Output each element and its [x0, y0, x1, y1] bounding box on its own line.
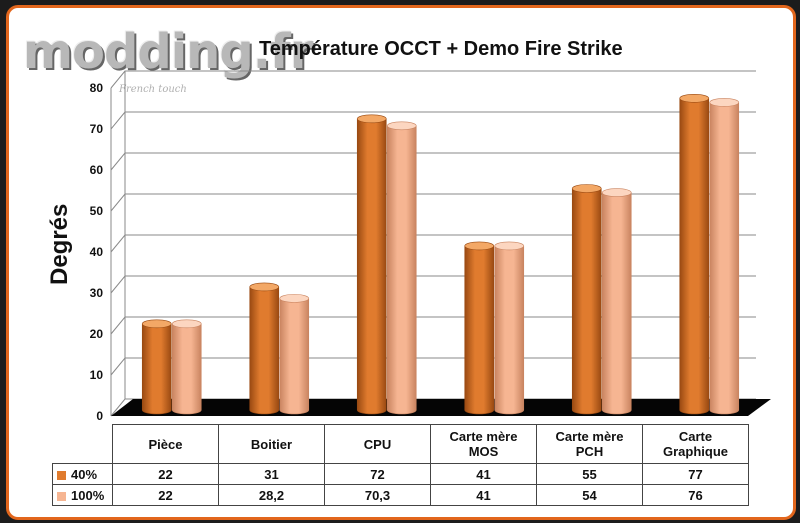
category-label-pièce: Pièce	[112, 424, 219, 464]
table-row-40: 40% 22 31 72 41 55 77	[52, 463, 749, 485]
bar-top-100-1	[279, 294, 310, 303]
bar-top-40-1	[249, 282, 280, 292]
bar-top-100-5	[709, 98, 740, 107]
gridline	[110, 152, 756, 171]
gridline	[110, 316, 756, 335]
category-label-boitier: Boitier	[218, 424, 325, 464]
bar-40-1	[249, 286, 280, 415]
bar-top-100-4	[601, 188, 632, 197]
bar-top-100-2	[386, 121, 417, 131]
bar-100-5	[709, 102, 740, 415]
bar-top-100-0	[171, 319, 202, 329]
chart-floor	[111, 399, 771, 416]
data-label: 54	[536, 484, 643, 506]
gridline	[110, 234, 756, 253]
data-label: 72	[324, 463, 431, 485]
gridline	[110, 357, 756, 376]
category-label-cpu: CPU	[324, 424, 431, 464]
bar-top-40-0	[141, 319, 172, 329]
data-label: 77	[642, 463, 749, 485]
legend-swatch-40-icon	[57, 470, 66, 480]
y-tick-label: 50	[90, 204, 104, 218]
bar-40-4	[571, 188, 602, 415]
category-header-row: Pièce Boitier CPU Carte mère MOS Carte mè…	[52, 424, 749, 464]
data-label: 41	[430, 484, 537, 506]
modding-logo: modding.fr	[23, 24, 313, 80]
bar-top-40-2	[356, 114, 387, 124]
data-table: Pièce Boitier CPU Carte mère MOS Carte mè…	[52, 424, 749, 506]
floor-layer	[111, 399, 771, 416]
bar-100-2	[386, 125, 417, 415]
gridline	[110, 275, 756, 294]
data-label: 70,3	[324, 484, 431, 506]
bar-100-4	[601, 192, 632, 415]
bar-100-1	[279, 298, 310, 415]
bar-40-5	[679, 98, 710, 415]
legend-40: 40%	[52, 463, 113, 485]
y-tick-label: 70	[90, 122, 104, 136]
y-tick-label: 20	[90, 327, 104, 341]
y-tick-labels: 0 10 20 30 40 50 60 70 80	[90, 81, 104, 423]
y-tick-label: 80	[90, 81, 104, 95]
y-tick-label: 0	[96, 409, 103, 423]
gridline	[110, 70, 756, 89]
bar-100-0	[171, 323, 202, 415]
bar-40-3	[464, 245, 495, 415]
bar-top-40-5	[679, 94, 710, 103]
bar-top-40-4	[571, 184, 602, 193]
bar-layer	[141, 94, 740, 415]
y-tick-label: 40	[90, 245, 104, 259]
data-label: 76	[642, 484, 749, 506]
gridline	[110, 111, 756, 130]
category-label-pch: Carte mère PCH	[536, 424, 643, 464]
category-label-mos: Carte mère MOS	[430, 424, 537, 464]
table-row-100: 100% 22 28,2 70,3 41 54 76	[52, 484, 749, 506]
bar-100-3	[494, 245, 525, 415]
table-corner	[52, 424, 113, 464]
chart-plot: 0 10 20 30 40 50 60 70 80	[90, 70, 771, 423]
data-label: 31	[218, 463, 325, 485]
data-label: 41	[430, 463, 537, 485]
y-tick-label: 60	[90, 163, 104, 177]
logo-tagline: French touch	[119, 84, 187, 95]
gridline	[110, 193, 756, 212]
data-label: 28,2	[218, 484, 325, 506]
chart-title: Température OCCT + Demo Fire Strike	[259, 38, 623, 60]
data-label: 55	[536, 463, 643, 485]
data-label: 22	[112, 484, 219, 506]
bar-top-100-3	[494, 241, 525, 251]
grid-layer	[110, 70, 756, 417]
bar-top-40-3	[464, 241, 495, 251]
y-tick-label: 30	[90, 286, 104, 300]
bar-40-2	[356, 118, 387, 415]
legend-100: 100%	[52, 484, 113, 506]
bar-40-0	[141, 323, 172, 415]
legend-swatch-100-icon	[57, 491, 66, 501]
y-tick-label: 10	[90, 368, 104, 382]
data-label: 22	[112, 463, 219, 485]
category-label-graphique: Carte Graphique	[642, 424, 749, 464]
chart-frame: modding.fr French touch Température OCCT…	[6, 5, 796, 520]
